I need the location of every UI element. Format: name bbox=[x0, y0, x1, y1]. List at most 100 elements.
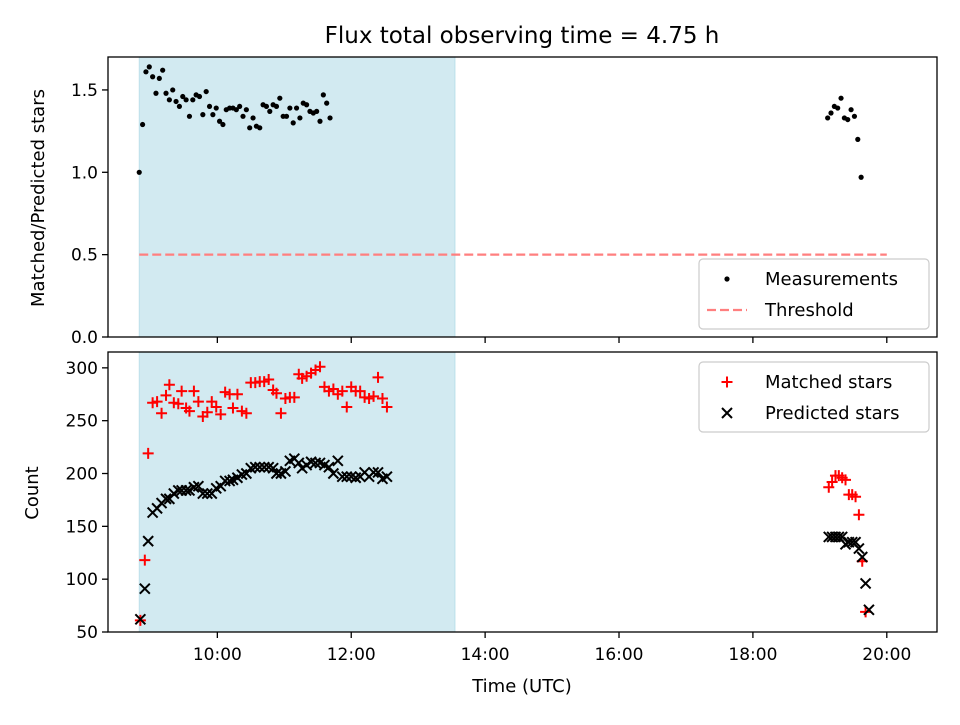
top-series-0-point-25 bbox=[220, 121, 226, 128]
bottom-series-0-point-59 bbox=[826, 476, 838, 488]
top-series-0-point-58 bbox=[825, 115, 831, 121]
bottom-series-1-point-45 bbox=[327, 467, 340, 480]
top-legend-label-1: Threshold bbox=[764, 300, 854, 321]
top-legend-handle-0 bbox=[724, 276, 730, 282]
bottom-series-0-point-56 bbox=[376, 392, 388, 404]
x-tick-label-5: 20:00 bbox=[862, 645, 911, 665]
top-series-0-point-59 bbox=[828, 110, 834, 116]
bottom-series-1-point-70 bbox=[863, 604, 875, 616]
top-y-tick-label-1: 0.5 bbox=[71, 246, 98, 266]
bottom-y-tick-label-0: 50 bbox=[76, 623, 98, 643]
bottom-series-1-point-54 bbox=[367, 466, 380, 479]
bottom-series-0-point-13 bbox=[188, 385, 200, 397]
top-series-0-point-42 bbox=[277, 95, 283, 101]
bottom-axes-frame bbox=[107, 351, 938, 633]
bottom-series-1-point-31 bbox=[267, 462, 279, 474]
top-shaded-region bbox=[138, 56, 456, 338]
bottom-y-tick-label-3: 200 bbox=[66, 465, 98, 485]
top-series-0-point-31 bbox=[240, 113, 246, 119]
top-series-0-point-13 bbox=[180, 93, 186, 100]
bottom-series-0-point-67 bbox=[853, 509, 865, 521]
bottom-series-0-point-63 bbox=[840, 474, 852, 486]
bottom-series-0-point-23 bbox=[231, 388, 243, 400]
top-series-0-point-22 bbox=[210, 112, 216, 118]
top-series-0-point-36 bbox=[257, 125, 263, 131]
bottom-series-0-point-4 bbox=[151, 396, 163, 408]
top-series-0-point-57 bbox=[327, 115, 333, 121]
top-series-0-point-6 bbox=[156, 75, 162, 82]
bottom-series-0-point-10 bbox=[176, 385, 188, 397]
bottom-series-1-point-46 bbox=[332, 455, 344, 467]
bottom-series-1-point-11 bbox=[180, 484, 192, 497]
bottom-series-0-point-12 bbox=[183, 405, 195, 417]
top-legend-box bbox=[698, 258, 930, 330]
bottom-legend-box bbox=[698, 361, 930, 433]
bottom-series-0-point-18 bbox=[210, 401, 222, 413]
bottom-y-tick-label-2: 150 bbox=[66, 517, 98, 537]
top-series-0-point-11 bbox=[173, 98, 179, 105]
top-y-axis-label: Matched/Predicted stars bbox=[28, 89, 49, 307]
bottom-series-1-point-66 bbox=[849, 536, 862, 548]
top-series-0-point-64 bbox=[845, 116, 851, 123]
top-series-0-point-61 bbox=[835, 105, 841, 111]
top-series-0-point-29 bbox=[233, 107, 239, 113]
top-series-0-point-67 bbox=[855, 136, 861, 142]
bottom-series-1-point-15 bbox=[197, 487, 209, 500]
top-series-0-point-41 bbox=[273, 103, 280, 110]
x-tick-label-3: 16:00 bbox=[595, 645, 644, 665]
x-axis-label: Time (UTC) bbox=[471, 676, 572, 697]
bottom-series-1-point-14 bbox=[192, 480, 205, 492]
bottom-series-0-point-33 bbox=[275, 407, 287, 419]
bottom-series-1-point-2 bbox=[142, 535, 154, 547]
bottom-series-1-point-55 bbox=[372, 466, 384, 479]
bottom-series-0-point-14 bbox=[192, 396, 204, 408]
bottom-series-0-point-7 bbox=[163, 379, 175, 391]
bottom-series-0-point-42 bbox=[314, 361, 326, 373]
bottom-legend-handle-1 bbox=[721, 407, 733, 419]
top-series-0-point-20 bbox=[203, 88, 209, 95]
bottom-series-0-point-54 bbox=[368, 390, 380, 402]
top-series-0-point-47 bbox=[293, 105, 300, 111]
top-series-0-point-45 bbox=[287, 105, 293, 111]
top-series-0-point-24 bbox=[216, 118, 223, 124]
top-series-0-point-56 bbox=[324, 100, 330, 106]
bottom-series-1-point-44 bbox=[323, 461, 335, 473]
bottom-series-0-point-9 bbox=[172, 398, 184, 410]
bottom-y-tick-label-5: 300 bbox=[66, 359, 98, 379]
top-series-0-point-66 bbox=[851, 113, 858, 119]
bottom-series-0-point-32 bbox=[270, 387, 282, 399]
bottom-series-1-point-27 bbox=[249, 461, 261, 473]
top-series-0-point-1 bbox=[139, 121, 146, 128]
top-series-0-point-38 bbox=[263, 103, 270, 110]
bottom-legend-label-1: Predicted stars bbox=[765, 403, 899, 424]
bottom-series-1-point-41 bbox=[309, 457, 322, 469]
bottom-series-1-point-67 bbox=[853, 542, 865, 555]
top-legend-label-0: Measurements bbox=[765, 269, 898, 290]
top-series-0-point-21 bbox=[206, 103, 213, 110]
bottom-series-0-point-2 bbox=[142, 447, 154, 459]
top-series-0-point-10 bbox=[170, 87, 176, 93]
bottom-series-1-point-68 bbox=[856, 551, 868, 563]
top-series-0-point-48 bbox=[297, 115, 303, 121]
top-y-tick-label-2: 1.0 bbox=[71, 163, 98, 183]
x-tick-label-1: 12:00 bbox=[327, 645, 376, 665]
bottom-series-0-point-55 bbox=[372, 371, 384, 383]
bottom-series-1-point-21 bbox=[223, 475, 236, 487]
top-series-0-point-14 bbox=[183, 97, 189, 103]
x-tick-label-4: 18:00 bbox=[728, 645, 777, 665]
top-y-tick-label-0: 0.0 bbox=[71, 328, 98, 348]
bottom-series-1-point-6 bbox=[160, 493, 172, 505]
bottom-series-0-point-57 bbox=[381, 401, 393, 413]
bottom-series-0-point-48 bbox=[341, 401, 353, 413]
top-series-0-point-2 bbox=[143, 69, 149, 75]
bottom-y-tick-label-1: 100 bbox=[66, 570, 98, 590]
top-series-0-point-62 bbox=[838, 95, 844, 101]
bottom-series-1-point-57 bbox=[381, 470, 393, 483]
top-series-0-point-33 bbox=[247, 125, 253, 131]
bottom-legend-handle-0 bbox=[721, 376, 733, 388]
bottom-series-1-point-47 bbox=[336, 470, 349, 483]
top-series-0-point-15 bbox=[186, 113, 193, 119]
bottom-y-axis-label: Count bbox=[22, 466, 43, 519]
top-series-0-point-4 bbox=[150, 74, 156, 80]
